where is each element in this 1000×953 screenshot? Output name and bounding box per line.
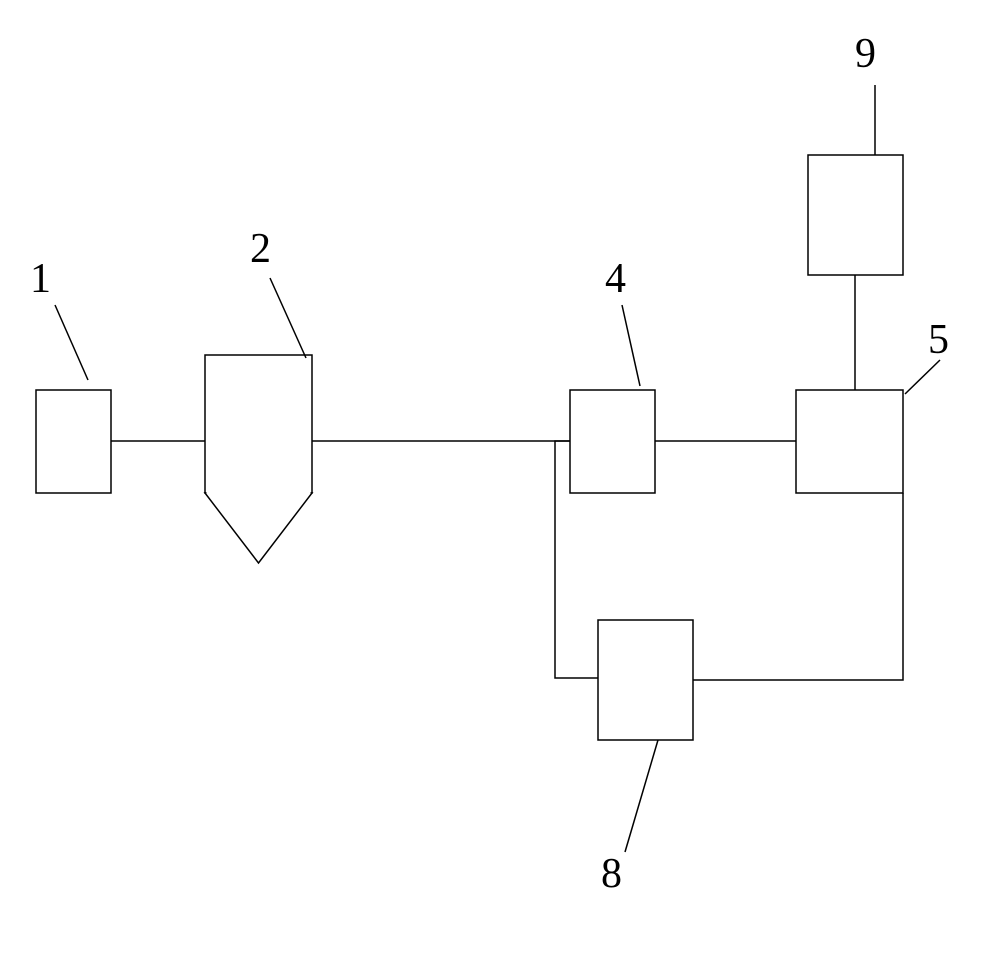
leader-line xyxy=(55,305,88,380)
block-diagram: 1 2 4 5 8 9 xyxy=(0,0,1000,948)
block-box8 xyxy=(598,620,693,740)
callout-label: 4 xyxy=(605,255,626,303)
block-box2 xyxy=(205,355,312,493)
leader-line xyxy=(905,360,940,394)
callout-label: 8 xyxy=(601,850,622,898)
callout-label: 9 xyxy=(855,30,876,78)
block-box1 xyxy=(36,390,111,493)
block-box5 xyxy=(796,390,903,493)
diagram-svg xyxy=(0,0,1000,948)
block-box9 xyxy=(808,155,903,275)
leader-line xyxy=(270,278,306,358)
callout-label: 1 xyxy=(30,255,51,303)
leader-line xyxy=(622,305,640,386)
leader-line xyxy=(625,740,658,852)
connector xyxy=(693,493,903,680)
block-box2-funnel xyxy=(205,493,312,563)
callout-label: 5 xyxy=(928,316,949,364)
callout-label: 2 xyxy=(250,225,271,273)
block-box4 xyxy=(570,390,655,493)
